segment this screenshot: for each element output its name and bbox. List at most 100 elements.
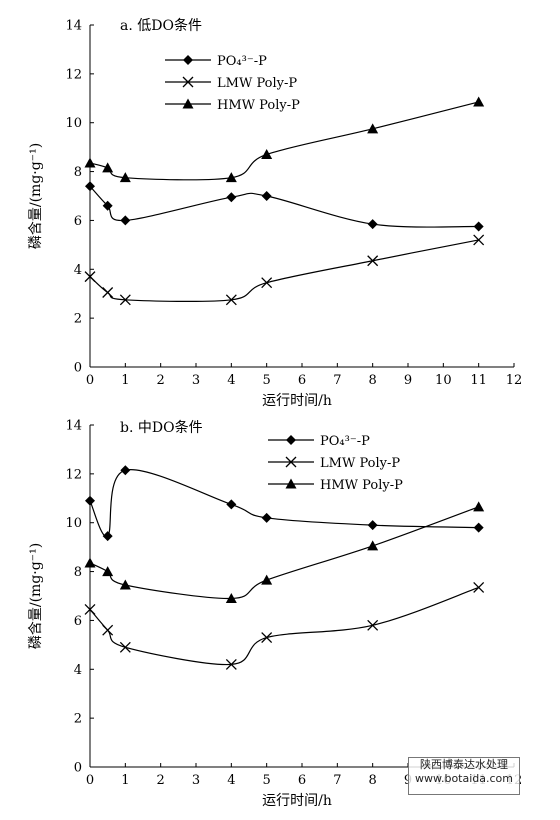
- data-point: [102, 287, 114, 298]
- data-point: [84, 603, 96, 615]
- x-tick-label: 0: [86, 773, 94, 788]
- data-point: [85, 181, 95, 192]
- y-tick-label: 10: [65, 516, 82, 531]
- y-tick-label: 14: [65, 419, 82, 434]
- data-point: [119, 579, 131, 590]
- chart-title: a. 低DO条件: [120, 17, 202, 34]
- data-point: [84, 557, 96, 568]
- legend-hmw-marker: [182, 98, 194, 109]
- data-point: [367, 219, 378, 230]
- x-tick-label: 2: [157, 373, 165, 388]
- data-point: [120, 215, 131, 226]
- data-point: [367, 520, 378, 531]
- y-tick-label: 12: [65, 467, 82, 482]
- data-point: [261, 512, 272, 523]
- data-point: [473, 522, 484, 533]
- data-point: [261, 277, 273, 289]
- data-point: [120, 465, 131, 476]
- legend-hmw: HMW Poly-P: [320, 478, 403, 493]
- data-point: [261, 632, 273, 643]
- x-tick-label: 8: [369, 773, 377, 788]
- series-line-3: [89, 506, 479, 600]
- series-line-2: [89, 239, 479, 302]
- data-point: [225, 592, 237, 603]
- x-tick-label: 5: [263, 773, 271, 788]
- x-tick-label: 7: [333, 373, 341, 388]
- legend-lmw-marker: [182, 76, 194, 88]
- legend-po4-marker: [183, 55, 193, 65]
- y-tick-label: 6: [74, 614, 82, 629]
- x-tick-label: 7: [333, 773, 341, 788]
- y-tick-label: 6: [74, 214, 82, 229]
- chart-title: b. 中DO条件: [120, 419, 203, 436]
- x-tick-label: 12: [506, 373, 523, 388]
- x-tick-label: 11: [470, 373, 487, 388]
- y-tick-label: 12: [65, 67, 82, 82]
- data-point: [261, 148, 273, 159]
- y-tick-label: 8: [74, 565, 82, 580]
- chart-panel-b: 024681012140123456789101112运行时间/h磷含量/(mg…: [28, 419, 522, 810]
- data-point: [119, 294, 131, 306]
- x-tick-label: 10: [435, 373, 452, 388]
- series-line-1: [89, 185, 479, 228]
- data-point: [102, 162, 114, 173]
- data-point: [102, 624, 114, 636]
- data-point: [119, 641, 131, 653]
- y-tick-label: 14: [65, 19, 82, 34]
- data-point: [225, 658, 237, 670]
- y-tick-label: 2: [74, 712, 82, 727]
- data-point: [473, 96, 485, 107]
- x-tick-label: 3: [192, 373, 200, 388]
- x-tick-label: 8: [369, 373, 377, 388]
- watermark: 陕西博泰达水处理 www.botaida.com: [408, 757, 520, 795]
- x-tick-label: 1: [121, 773, 129, 788]
- y-tick-label: 0: [74, 361, 82, 376]
- watermark-line1: 陕西博泰达水处理: [420, 758, 508, 771]
- legend-lmw: LMW Poly-P: [217, 76, 297, 91]
- series-line-3: [89, 101, 479, 181]
- data-point: [102, 200, 113, 211]
- data-point: [85, 495, 95, 506]
- y-tick-label: 8: [74, 165, 82, 180]
- legend-lmw: LMW Poly-P: [320, 456, 400, 471]
- data-point: [225, 294, 237, 306]
- data-point: [367, 619, 379, 631]
- data-point: [473, 221, 484, 232]
- data-point: [473, 501, 485, 512]
- data-point: [102, 566, 114, 577]
- x-tick-label: 4: [227, 773, 235, 788]
- x-tick-label: 5: [263, 373, 271, 388]
- legend-po4-marker: [286, 435, 296, 445]
- data-point: [473, 581, 485, 593]
- y-tick-label: 10: [65, 116, 82, 131]
- data-point: [226, 499, 237, 510]
- y-axis-label: 磷含量/(mg·g⁻¹): [28, 543, 44, 649]
- data-point: [102, 531, 113, 542]
- data-point: [367, 540, 379, 551]
- watermark-line2: www.botaida.com: [414, 772, 513, 785]
- y-tick-label: 0: [74, 761, 82, 776]
- y-tick-label: 4: [74, 663, 82, 678]
- x-tick-label: 3: [192, 773, 200, 788]
- data-point: [226, 192, 237, 203]
- x-tick-label: 0: [86, 373, 94, 388]
- data-point: [367, 255, 379, 267]
- legend-hmw: HMW Poly-P: [217, 98, 300, 113]
- data-point: [84, 157, 96, 168]
- x-axis-label: 运行时间/h: [262, 793, 332, 809]
- series-line-2: [89, 586, 479, 666]
- data-point: [261, 191, 272, 201]
- x-tick-label: 6: [298, 373, 306, 388]
- x-axis-label: 运行时间/h: [262, 393, 332, 409]
- data-point: [119, 172, 131, 183]
- legend-lmw-marker: [285, 456, 297, 468]
- x-tick-label: 6: [298, 773, 306, 788]
- x-tick-label: 1: [121, 373, 129, 388]
- data-point: [473, 234, 485, 246]
- data-point: [367, 123, 379, 134]
- y-axis-label: 磷含量/(mg·g⁻¹): [28, 143, 44, 249]
- data-point: [225, 172, 237, 183]
